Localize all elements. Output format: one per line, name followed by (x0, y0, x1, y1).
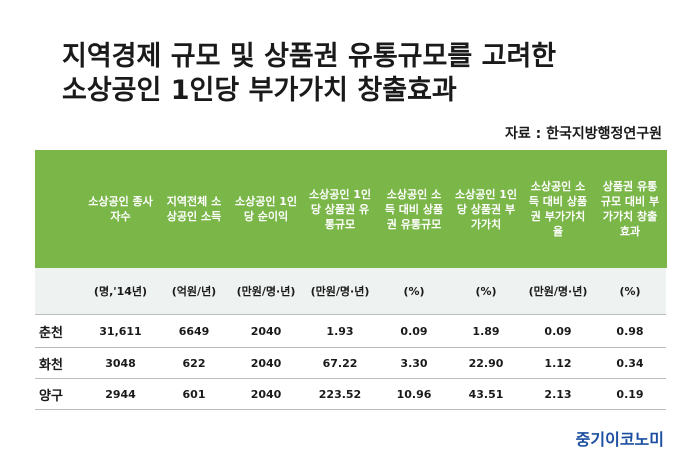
value-cell: 1.12 (522, 347, 594, 379)
value-cell: 67.22 (302, 347, 378, 379)
value-cell: 622 (158, 347, 230, 379)
table-row: 화천 3048 622 2040 67.22 3.30 22.90 1.12 0… (35, 347, 666, 379)
value-cell: 3.30 (378, 347, 450, 379)
header-cell: 소상공인 1인당 상품권 유통규모 (302, 150, 379, 268)
header-cell: 소상공인 1인당 순이익 (230, 150, 303, 268)
unit-cell: (만원/명·년) (302, 268, 378, 315)
value-cell: 2040 (230, 378, 302, 410)
header-cell: 소상공인 소득 대비 상품권 부가가치율 (522, 150, 595, 268)
header-row: 소상공인 종사자수 지역전체 소상공인 소득 소상공인 1인당 순이익 소상공인… (35, 150, 667, 268)
source-note: 자료 : 한국지방행정연구원 (504, 126, 662, 142)
value-cell: 0.19 (594, 378, 666, 410)
region-cell: 양구 (35, 378, 83, 410)
header-cell: 소상공인 종사자수 (83, 150, 159, 268)
header-cell: 소상공인 1인당 상품권 부가가치 (450, 150, 523, 268)
value-cell: 2040 (230, 314, 302, 348)
value-cell: 3048 (83, 347, 158, 379)
value-cell: 31,611 (83, 314, 158, 348)
value-cell: 0.98 (594, 314, 666, 348)
value-cell: 0.34 (594, 347, 666, 379)
value-cell: 2040 (230, 347, 302, 379)
value-cell: 6649 (158, 314, 230, 348)
unit-cell: (%) (378, 268, 450, 315)
value-cell: 0.09 (522, 314, 594, 348)
unit-cell: (%) (594, 268, 666, 315)
region-cell: 화천 (35, 347, 83, 379)
title-line-2: 소상공인 1인당 부가가치 창출효과 (62, 75, 457, 106)
title-line-1: 지역경제 규모 및 상품권 유통규모를 고려한 (62, 41, 557, 72)
unit-cell (35, 268, 83, 315)
header-cell: 상품권 유통규모 대비 부가가치 창출효과 (594, 150, 667, 268)
header-cell: 지역전체 소상공인 소득 (158, 150, 231, 268)
value-cell: 22.90 (450, 347, 522, 379)
value-cell: 601 (158, 378, 230, 410)
header-cell: 소상공인 소득 대비 상품권 유통규모 (378, 150, 451, 268)
table-row: 춘천 31,611 6649 2040 1.93 0.09 1.89 0.09 … (35, 314, 666, 348)
value-cell: 223.52 (302, 378, 378, 410)
table-row: 양구 2944 601 2040 223.52 10.96 43.51 2.13… (35, 378, 666, 410)
unit-cell: (명,'14년) (83, 268, 158, 315)
publisher-logo: 중기이코노미 (575, 430, 664, 449)
value-cell: 1.93 (302, 314, 378, 348)
value-cell: 1.89 (450, 314, 522, 348)
unit-row: (명,'14년) (억원/년) (만원/명·년) (만원/명·년) (%) (%… (35, 268, 666, 315)
value-cell: 10.96 (378, 378, 450, 410)
unit-cell: (만원/명·년) (230, 268, 302, 315)
region-cell: 춘천 (35, 314, 83, 348)
unit-cell: (만원/명·년) (522, 268, 594, 315)
data-table: 소상공인 종사자수 지역전체 소상공인 소득 소상공인 1인당 순이익 소상공인… (35, 150, 667, 410)
value-cell: 2.13 (522, 378, 594, 410)
unit-cell: (%) (450, 268, 522, 315)
value-cell: 43.51 (450, 378, 522, 410)
unit-cell: (억원/년) (158, 268, 230, 315)
page-title: 지역경제 규모 및 상품권 유통규모를 고려한 소상공인 1인당 부가가치 창출… (62, 40, 682, 108)
value-cell: 2944 (83, 378, 158, 410)
value-cell: 0.09 (378, 314, 450, 348)
header-cell (35, 150, 84, 268)
